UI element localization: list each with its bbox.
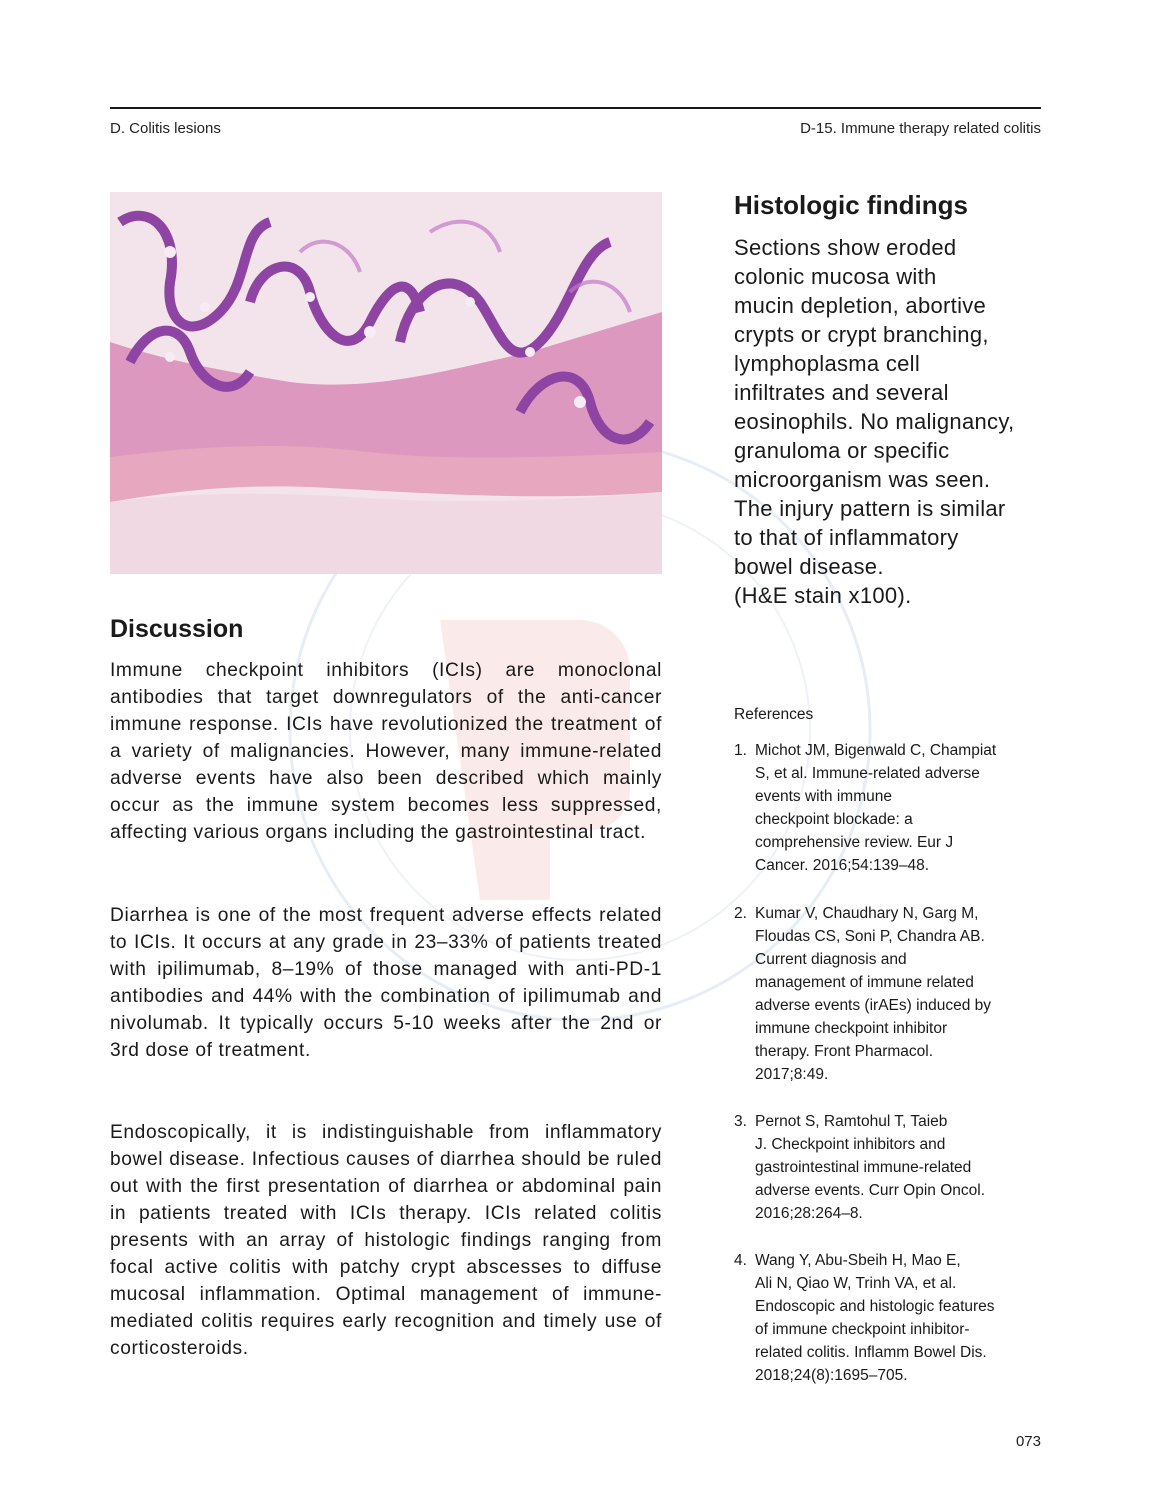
- reference-text: Kumar V, Chaudhary N, Garg M, Floudas CS…: [755, 905, 992, 1083]
- histologic-findings-text: Sections show eroded colonic mucosa with…: [734, 235, 1015, 608]
- discussion-paragraph: Diarrhea is one of the most frequent adv…: [110, 905, 662, 1061]
- section-header: D. Colitis lesions: [110, 120, 221, 137]
- histologic-findings-title: Histologic findings: [734, 190, 968, 220]
- reference-item: 2. Kumar V, Chaudhary N, Garg M, Floudas…: [734, 902, 1044, 1086]
- reference-text: Wang Y, Abu-Sbeih H, Mao E, Ali N, Qiao …: [755, 1252, 995, 1384]
- histology-micrograph-image: [110, 192, 662, 574]
- reference-number: 1.: [734, 742, 747, 759]
- reference-item: 1. Michot JM, Bigenwald C, Champiat S, e…: [734, 739, 1044, 877]
- references-title: References: [734, 706, 814, 723]
- reference-number: 3.: [734, 1113, 747, 1130]
- reference-item: 4. Wang Y, Abu-Sbeih H, Mao E, Ali N, Qi…: [734, 1249, 1044, 1387]
- reference-text: Michot JM, Bigenwald C, Champiat S, et a…: [755, 742, 997, 874]
- discussion-paragraph: Endoscopically, it is indistinguishable …: [110, 1122, 662, 1359]
- page-number: 073: [1015, 1433, 1041, 1450]
- header-rule: [110, 107, 1041, 109]
- reference-text: Pernot S, Ramtohul T, Taieb J. Checkpoin…: [755, 1113, 986, 1222]
- discussion-title: Discussion: [110, 615, 244, 643]
- reference-number: 2.: [734, 905, 747, 922]
- chapter-header: D-15. Immune therapy related colitis: [800, 120, 1041, 137]
- reference-item: 3. Pernot S, Ramtohul T, Taieb J. Checkp…: [734, 1110, 1044, 1225]
- reference-number: 4.: [734, 1252, 747, 1269]
- discussion-paragraph: Immune checkpoint inhibitors (ICIs) are …: [110, 660, 662, 843]
- histology-micrograph: [110, 192, 662, 574]
